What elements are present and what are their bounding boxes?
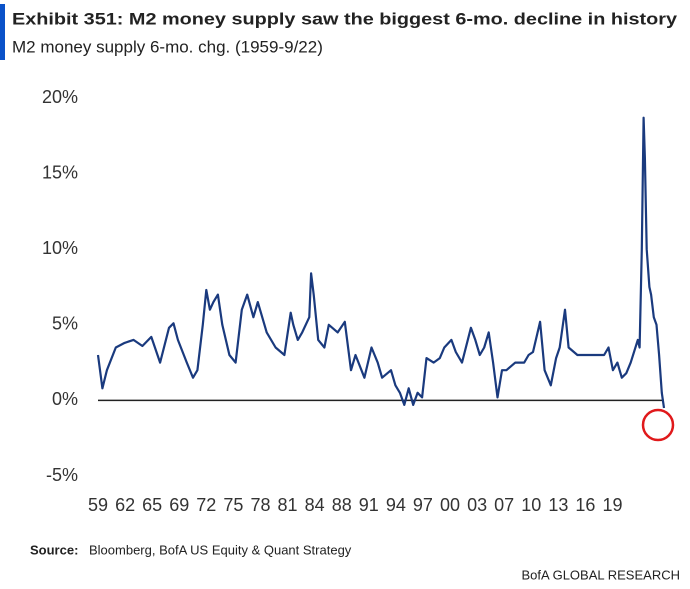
- x-tick-label: 75: [223, 495, 243, 515]
- y-tick-label: 10%: [42, 238, 78, 258]
- x-tick-label: 94: [386, 495, 406, 515]
- x-tick-label: 69: [169, 495, 189, 515]
- x-tick-label: 16: [575, 495, 595, 515]
- y-tick-label: 0%: [52, 389, 78, 409]
- x-tick-label: 84: [305, 495, 325, 515]
- source: Bloomberg, BofA US Equity & Quant Strate…: [89, 542, 352, 557]
- title-bar: [0, 4, 5, 60]
- y-tick-label: 15%: [42, 162, 78, 182]
- x-tick-label: 07: [494, 495, 514, 515]
- y-tick-label: -5%: [46, 465, 78, 485]
- x-tick-label: 88: [332, 495, 352, 515]
- chart-title: Exhibit 351: M2 money supply saw the big…: [12, 9, 678, 28]
- x-tick-label: 00: [440, 495, 460, 515]
- line-series: [96, 116, 666, 409]
- x-tick-label: 78: [250, 495, 270, 515]
- x-tick-label: 19: [602, 495, 622, 515]
- x-tick-label: 59: [88, 495, 108, 515]
- brand: BofA GLOBAL RESEARCH: [522, 567, 680, 582]
- x-tick-label: 10: [521, 495, 541, 515]
- x-tick-label: 72: [196, 495, 216, 515]
- x-tick-label: 62: [115, 495, 135, 515]
- x-tick-label: 81: [278, 495, 298, 515]
- chart-subtitle: M2 money supply 6-mo. chg. (1959-9/22): [12, 37, 323, 56]
- y-tick-label: 5%: [52, 314, 78, 334]
- highlight-circle: [641, 408, 675, 442]
- x-tick-label: 97: [413, 495, 433, 515]
- source-label: Source:: [30, 542, 78, 557]
- x-tick-label: 65: [142, 495, 162, 515]
- y-tick-label: 20%: [42, 87, 78, 107]
- x-tick-label: 13: [548, 495, 568, 515]
- x-tick-label: 91: [359, 495, 379, 515]
- x-tick-label: 03: [467, 495, 487, 515]
